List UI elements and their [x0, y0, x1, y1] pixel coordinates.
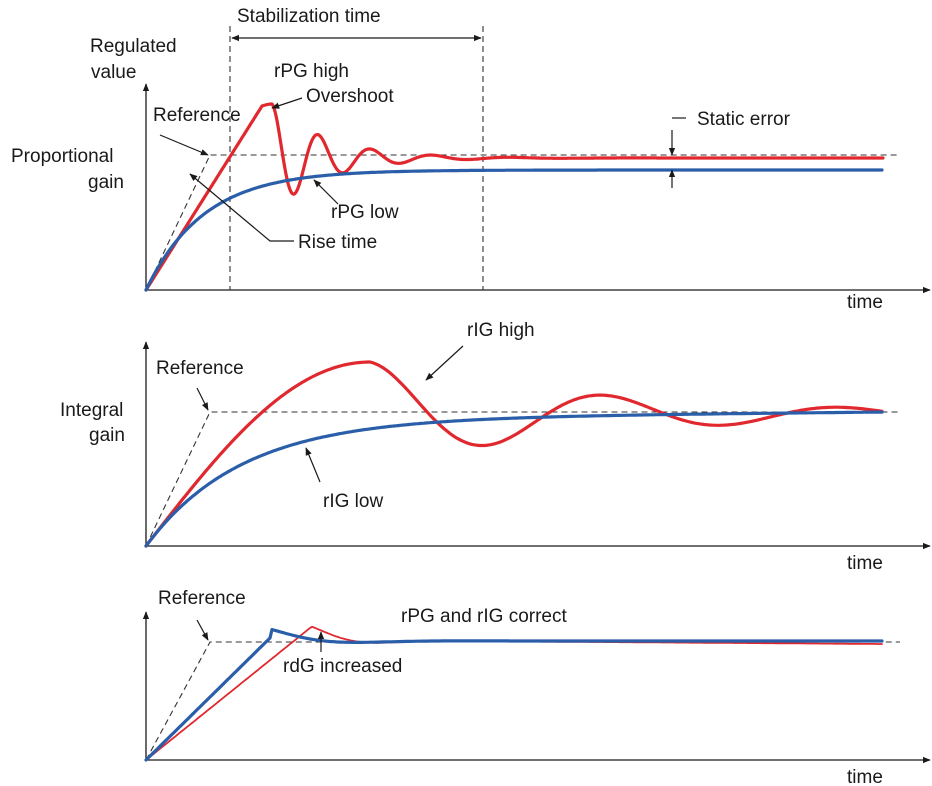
reference-line — [145, 411, 900, 547]
regulated-label-line1: Regulated — [90, 36, 177, 57]
rig-low-curve — [144, 410, 884, 548]
rig-high-curve — [144, 360, 884, 548]
proportional-gain-panel: Stabilization time Regulated value rPG h… — [11, 6, 931, 313]
x-axis-label: time — [847, 292, 883, 313]
rig-high-leader — [425, 345, 464, 381]
rise-time-leader — [189, 173, 294, 242]
proportional-gain-line2: gain — [88, 172, 124, 193]
rdg-increased-label: rdG increased — [283, 656, 402, 677]
x-axis-label: time — [847, 553, 883, 574]
derivative-thin-curve — [145, 625, 883, 761]
overshoot-leader — [271, 97, 303, 109]
x-axis-label: time — [847, 767, 883, 786]
reference-leader — [196, 387, 209, 411]
rpg-rig-correct-label: rPG and rIG correct — [401, 606, 567, 627]
rig-low-label: rIG low — [323, 491, 383, 512]
integral-gain-panel: rIG high Reference Integral gain rIG low… — [60, 320, 931, 574]
reference-leader — [159, 134, 209, 156]
reference-label: Reference — [156, 358, 244, 379]
integral-gain-line2: gain — [89, 425, 125, 446]
reference-label: Reference — [158, 588, 246, 609]
rpg-high-label: rPG high — [274, 61, 349, 82]
overshoot-label: Overshoot — [306, 86, 394, 107]
rise-time-label: Rise time — [298, 232, 377, 253]
reference-line — [145, 154, 900, 291]
rpg-low-leader — [313, 179, 339, 205]
rpg-low-curve — [144, 168, 884, 292]
reference-line — [145, 641, 900, 761]
reference-label: Reference — [153, 105, 241, 126]
integral-gain-line1: Integral — [60, 400, 123, 421]
reference-leader — [196, 619, 209, 641]
rig-low-leader — [305, 447, 321, 483]
stabilization-time-label: Stabilization time — [237, 6, 381, 27]
proportional-gain-line1: Proportional — [11, 146, 113, 167]
rig-high-label: rIG high — [467, 320, 535, 341]
rdg-increased-curve — [144, 627, 884, 762]
derivative-gain-panel: Reference rPG and rIG correct rdG increa… — [142, 588, 931, 786]
rpg-low-label: rPG low — [331, 202, 399, 223]
rpg-high-curve — [144, 102, 885, 292]
static-error-label: Static error — [697, 109, 791, 130]
regulated-label-line2: value — [91, 62, 136, 83]
